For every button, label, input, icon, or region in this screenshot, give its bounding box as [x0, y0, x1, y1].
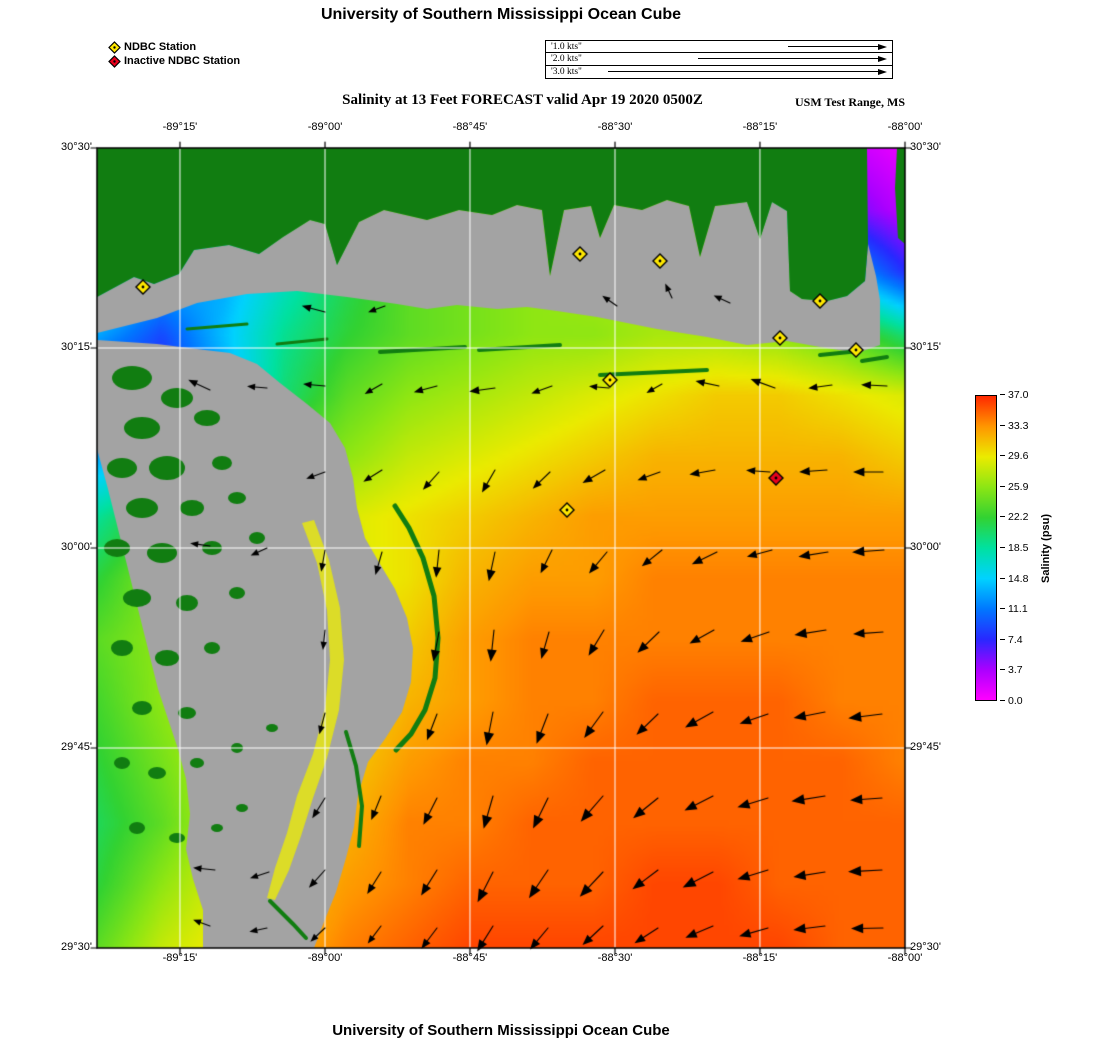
lon-label-top: -88°15' — [742, 121, 778, 133]
velocity-label: '3.0 kts" — [551, 66, 582, 77]
page-title: University of Southern Mississippi Ocean… — [320, 6, 682, 23]
colorbar-tick-label: 7.4 — [1000, 634, 1023, 646]
legend-label-active: NDBC Station — [124, 41, 197, 53]
velocity-label: '2.0 kts" — [551, 53, 582, 64]
colorbar-tick-label: 18.5 — [1000, 542, 1028, 554]
velocity-line — [788, 46, 878, 48]
lon-label-bottom: -88°15' — [742, 952, 778, 964]
velocity-arrowhead-icon — [878, 55, 887, 62]
lon-label-top: -89°15' — [162, 121, 198, 133]
velocity-row: '1.0 kts" — [546, 41, 892, 54]
lat-label-right: 30°00' — [910, 541, 941, 553]
velocity-line — [698, 58, 878, 60]
velocity-line — [608, 71, 878, 73]
velocity-arrowhead-icon — [878, 43, 887, 50]
colorbar-tick-label: 37.0 — [1000, 389, 1028, 401]
velocity-label: '1.0 kts" — [551, 41, 582, 52]
velocity-row: '3.0 kts" — [546, 66, 892, 78]
velocity-vector — [603, 55, 887, 62]
lat-label-left: 29°30' — [61, 941, 92, 953]
colorbar-tick-label: 25.9 — [1000, 481, 1028, 493]
lat-label-right: 29°30' — [910, 941, 941, 953]
colorbar-tick-label: 29.6 — [1000, 450, 1028, 462]
lon-label-top: -88°45' — [452, 121, 488, 133]
lon-label-top: -88°30' — [597, 121, 633, 133]
region-label: USM Test Range, MS — [794, 95, 905, 109]
lon-label-bottom: -88°45' — [452, 952, 488, 964]
legend-item-inactive: Inactive NDBC Station — [108, 54, 240, 68]
salinity-map-canvas — [87, 138, 915, 958]
lat-label-left: 29°45' — [61, 741, 92, 753]
velocity-scale-box: '1.0 kts" '2.0 kts" '3.0 kts" — [545, 40, 893, 79]
velocity-row: '2.0 kts" — [546, 53, 892, 66]
lat-label-left: 30°15' — [61, 341, 92, 353]
lon-label-bottom: -88°30' — [597, 952, 633, 964]
velocity-vector — [603, 68, 887, 75]
colorbar-tick-label: 33.3 — [1000, 420, 1028, 432]
lon-label-bottom: -89°00' — [307, 952, 343, 964]
ndbc-station-diamond-icon — [108, 40, 121, 54]
velocity-vector — [603, 43, 887, 50]
map-frame — [87, 138, 915, 958]
forecast-subtitle: Salinity at 13 Feet FORECAST valid Apr 1… — [342, 92, 703, 108]
colorbar-gradient — [975, 395, 997, 701]
colorbar-tick-label: 22.2 — [1000, 511, 1028, 523]
lon-label-bottom: -89°15' — [162, 952, 198, 964]
colorbar-tick-label: 0.0 — [1000, 695, 1023, 707]
legend-label-inactive: Inactive NDBC Station — [124, 55, 241, 67]
velocity-arrowhead-icon — [878, 68, 887, 75]
ndbc-legend: NDBC Station Inactive NDBC Station — [108, 40, 240, 68]
lat-label-right: 29°45' — [910, 741, 941, 753]
lat-label-left: 30°00' — [61, 541, 92, 553]
colorbar-tick-label: 14.8 — [1000, 573, 1028, 585]
lat-label-right: 30°15' — [910, 341, 941, 353]
lon-label-top: -88°00' — [887, 121, 923, 133]
colorbar-ticks: 37.0 33.3 29.6 25.9 22.2 18.5 14.8 11.1 7.4 3.7 0.… — [1000, 389, 1070, 707]
lat-label-right: 30°30' — [910, 141, 941, 153]
lon-label-bottom: -88°00' — [887, 952, 923, 964]
lat-label-left: 30°30' — [61, 141, 92, 153]
colorbar-tick-label: 3.7 — [1000, 664, 1023, 676]
inactive-ndbc-station-diamond-icon — [108, 54, 121, 68]
colorbar-tick-label: 11.1 — [1000, 603, 1028, 615]
colorbar-title: Salinity (psu) — [1040, 513, 1052, 583]
lon-label-top: -89°00' — [307, 121, 343, 133]
footer-title: University of Southern Mississippi Ocean… — [332, 1022, 670, 1039]
legend-item-active: NDBC Station — [108, 40, 240, 54]
